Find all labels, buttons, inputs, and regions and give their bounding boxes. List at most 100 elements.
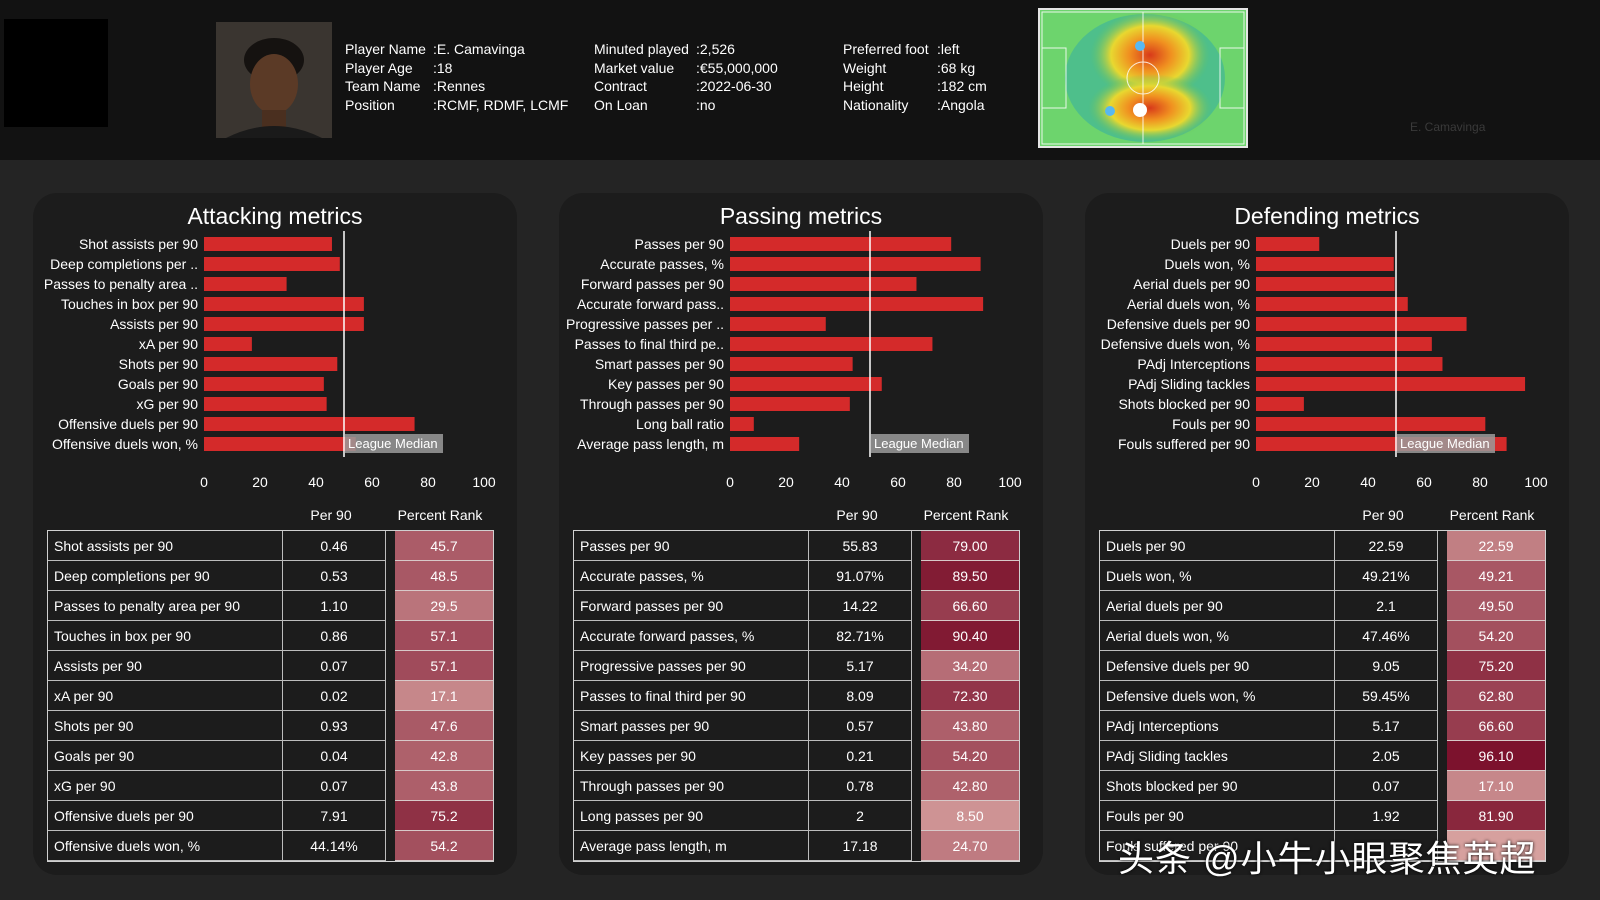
table-metric-name: Through passes per 90	[574, 771, 809, 801]
table-per90-value: 1.10	[283, 591, 386, 621]
league-median-label: League Median	[874, 436, 964, 451]
bar-category-label: Key passes per 90	[608, 376, 724, 392]
table-percent-rank	[1447, 831, 1545, 861]
table-per90-value: 0.78	[809, 771, 912, 801]
table-percent-rank: 47.6	[395, 711, 493, 741]
bar-chart: Duels per 90 Duels won, % Aerial duels per…	[1101, 231, 1548, 490]
table-header-per90: Per 90	[310, 507, 352, 523]
table-percent-rank: 75.2	[395, 801, 493, 831]
bar-category-label: Through passes per 90	[580, 396, 724, 412]
table-per90-value: 9.05	[1335, 651, 1438, 681]
table-per90-value: 0.86	[283, 621, 386, 651]
table-per90-value: 5.17	[809, 651, 912, 681]
bar-category-label: Shots per 90	[119, 356, 199, 372]
table-percent-rank: 34.20	[921, 651, 1019, 681]
table-header-per90: Per 90	[836, 507, 878, 523]
table-percent-rank: 17.1	[395, 681, 493, 711]
table-per90-value: 0.02	[283, 681, 386, 711]
metric-bar	[730, 357, 853, 371]
metric-bar	[204, 317, 364, 331]
bar-category-label: Fouls suffered per 90	[1118, 436, 1250, 452]
bar-category-label: Fouls per 90	[1172, 416, 1250, 432]
table-metric-name: Aerial duels won, %	[1100, 621, 1335, 651]
table-metric-name: Fouls per 90	[1100, 801, 1335, 831]
table-per90-value: 5.17	[1335, 711, 1438, 741]
watermark-text: 头条 @小牛小眼聚焦英超	[1118, 838, 1537, 879]
table-percent-rank: 42.80	[921, 771, 1019, 801]
bar-category-label: PAdj Sliding tackles	[1128, 376, 1250, 392]
table-per90-value: 0.57	[809, 711, 912, 741]
league-median-box	[1397, 434, 1495, 453]
table-metric-name: Defensive duels won, %	[1100, 681, 1335, 711]
table-percent-rank: 48.5	[395, 561, 493, 591]
bar-category-label: xG per 90	[137, 396, 199, 412]
metrics-table: Shot assists per 90 0.46 45.7 Deep completi…	[47, 530, 494, 862]
bar-category-label: Defensive duels per 90	[1107, 316, 1250, 332]
bar-category-label: xA per 90	[139, 336, 198, 352]
team-logo-placeholder	[4, 19, 108, 127]
bar-category-label: Accurate forward pass..	[577, 296, 724, 312]
league-median-box	[871, 434, 969, 453]
bar-chart: Shot assists per 90 Deep completions per …	[44, 231, 496, 490]
table-per90-value: 59.45%	[1335, 681, 1438, 711]
metric-bar	[1256, 337, 1432, 351]
metric-bar	[204, 297, 364, 311]
table-per90-value: 82.71%	[809, 621, 912, 651]
metric-bar	[730, 297, 984, 311]
table-per90-value: 0.21	[809, 741, 912, 771]
metric-bar	[730, 437, 800, 451]
bar-category-label: Shot assists per 90	[79, 236, 198, 252]
defending-panel: Defending metrics Duels per 90 Duels won,…	[1085, 193, 1569, 875]
table-metric-name: Aerial duels per 90	[1100, 591, 1335, 621]
bar-category-label: Forward passes per 90	[581, 276, 724, 292]
table-per90-value: 0.07	[283, 771, 386, 801]
table-per90-value: 0.93	[283, 711, 386, 741]
table-header-percent-rank: Percent Rank	[1449, 507, 1535, 523]
bar-category-label: Offensive duels won, %	[52, 436, 198, 452]
metric-bar	[730, 317, 826, 331]
table-percent-rank: 43.8	[395, 771, 493, 801]
metric-bar	[1256, 237, 1320, 251]
table-metric-name: Accurate passes, %	[574, 561, 809, 591]
table-per90-value: 0.07	[283, 651, 386, 681]
panel-title: Attacking metrics	[187, 203, 363, 229]
bar-category-label: Average pass length, m	[577, 436, 724, 452]
league-median-box	[345, 434, 443, 453]
x-tick-label: 40	[308, 474, 324, 490]
table-percent-rank: 90.40	[921, 621, 1019, 651]
bar-chart: Passes per 90 Accurate passes, % Forward p…	[566, 231, 1022, 490]
bar-category-label: Assists per 90	[110, 316, 198, 332]
metric-bar	[1256, 257, 1394, 271]
bar-category-label: Duels per 90	[1171, 236, 1251, 252]
player-info-left: Player Name : E. Camavinga Player Age : …	[345, 41, 569, 113]
table-metric-name: Smart passes per 90	[574, 711, 809, 741]
attacking-panel: Attacking metrics Shot assists per 90 Dee…	[33, 193, 517, 875]
x-tick-label: 100	[998, 474, 1022, 490]
table-metric-name: Duels per 90	[1100, 531, 1335, 561]
table-metric-name: Average pass length, m	[574, 831, 809, 861]
x-tick-label: 20	[252, 474, 268, 490]
x-tick-label: 100	[1524, 474, 1548, 490]
table-metric-name: Progressive passes per 90	[574, 651, 809, 681]
table-metric-name: Goals per 90	[48, 741, 283, 771]
metric-bar	[204, 397, 327, 411]
table-percent-rank: 43.80	[921, 711, 1019, 741]
table-header-per90: Per 90	[1362, 507, 1404, 523]
bar-category-label: Touches in box per 90	[61, 296, 198, 312]
x-tick-label: 40	[834, 474, 850, 490]
bar-category-label: PAdj Interceptions	[1137, 356, 1250, 372]
x-tick-label: 60	[364, 474, 380, 490]
table-metric-name: Shot assists per 90	[48, 531, 283, 561]
x-tick-label: 40	[1360, 474, 1376, 490]
table-percent-rank: 49.21	[1447, 561, 1545, 591]
x-tick-label: 20	[1304, 474, 1320, 490]
metric-bar	[730, 257, 981, 271]
table-metric-name: Deep completions per 90	[48, 561, 283, 591]
position-heatmap	[1038, 8, 1248, 148]
x-tick-label: 20	[778, 474, 794, 490]
metric-bar	[730, 377, 882, 391]
table-metric-name: Long passes per 90	[574, 801, 809, 831]
player-info-right: Preferred foot : left Weight : 68 kg Hei…	[843, 41, 987, 113]
table-percent-rank: 45.7	[395, 531, 493, 561]
table-per90-value: 2.05	[1335, 741, 1438, 771]
